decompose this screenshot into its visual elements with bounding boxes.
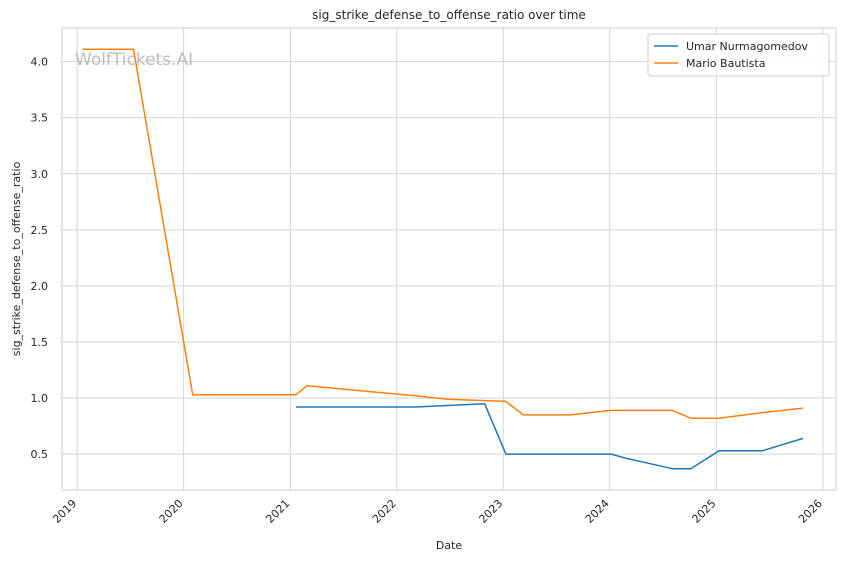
chart-title: sig_strike_defense_to_offense_ratio over… xyxy=(312,8,586,22)
y-tick-label: 3.0 xyxy=(31,168,49,181)
y-tick-label: 2.5 xyxy=(31,224,49,237)
y-tick-label: 3.5 xyxy=(31,112,49,125)
x-tick-label: 2019 xyxy=(50,497,79,526)
x-tick-label: 2022 xyxy=(370,497,399,526)
x-axis-ticks: 2019 2020 2021 2022 2023 2024 2025 2026 xyxy=(50,497,825,526)
y-tick-label: 1.5 xyxy=(31,336,49,349)
x-tick-label: 2023 xyxy=(476,497,505,526)
x-tick-label: 2026 xyxy=(796,497,825,526)
series-lines xyxy=(82,48,804,470)
x-tick-label: 2021 xyxy=(263,497,292,526)
grid xyxy=(62,28,836,490)
y-axis-ticks: 0.5 1.0 1.5 2.0 2.5 3.0 3.5 4.0 xyxy=(31,56,49,461)
x-tick-label: 2024 xyxy=(583,497,612,526)
plot-frame xyxy=(61,27,837,491)
watermark: WolfTickets.AI xyxy=(75,50,193,70)
x-tick-label: 2020 xyxy=(157,497,186,526)
x-tick-label: 2025 xyxy=(690,497,719,526)
y-tick-label: 2.0 xyxy=(31,280,49,293)
y-tick-label: 0.5 xyxy=(31,448,49,461)
y-tick-label: 1.0 xyxy=(31,392,49,405)
x-axis-title: Date xyxy=(436,539,463,552)
legend-label: Mario Bautista xyxy=(686,57,765,70)
y-tick-label: 4.0 xyxy=(31,56,49,69)
legend-box xyxy=(647,33,830,77)
series-line-mario-bautista xyxy=(82,48,804,419)
series-line-umar-nurmagomedov xyxy=(295,402,804,470)
legend-label: Umar Nurmagomedov xyxy=(686,40,808,53)
y-axis-title: sig_strike_defense_to_offense_ratio xyxy=(10,162,23,357)
legend: Umar Nurmagomedov Mario Bautista xyxy=(647,33,830,77)
